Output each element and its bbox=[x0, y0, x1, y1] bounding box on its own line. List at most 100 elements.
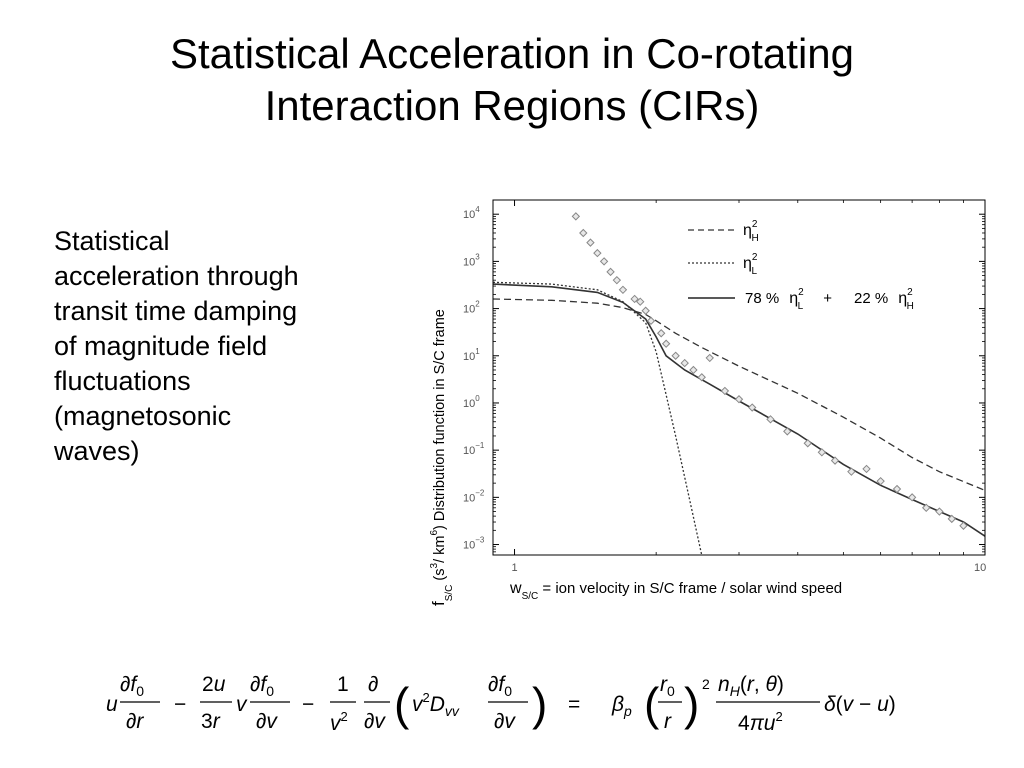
svg-text:∂v: ∂v bbox=[494, 710, 516, 733]
data-point-diamond bbox=[641, 306, 650, 315]
data-point-diamond bbox=[606, 267, 615, 277]
x-label-rest: = ion velocity in S/C frame / solar wind… bbox=[538, 580, 842, 597]
svg-text:r: r bbox=[664, 710, 672, 733]
data-point-diamond bbox=[907, 493, 917, 502]
data-point-diamond bbox=[671, 351, 680, 360]
data-point-diamond bbox=[571, 212, 581, 221]
y-label-open: (s bbox=[432, 568, 448, 584]
title-line-2: Interaction Regions (CIRs) bbox=[264, 82, 760, 129]
svg-text:∂f0: ∂f0 bbox=[250, 673, 274, 699]
data-point-diamond bbox=[618, 285, 628, 295]
data-point-diamond bbox=[947, 514, 957, 524]
x-label-sub: S/C bbox=[522, 591, 539, 602]
series-line-solid bbox=[492, 283, 986, 537]
svg-text:1: 1 bbox=[337, 673, 349, 696]
y-tick-label: 10−1 bbox=[463, 441, 485, 457]
data-point-diamond bbox=[680, 358, 689, 368]
data-point-diamond bbox=[697, 373, 706, 382]
svg-text:3r: 3r bbox=[201, 710, 221, 733]
data-point-diamond bbox=[720, 386, 730, 396]
svg-text:∂v: ∂v bbox=[256, 710, 278, 733]
data-point-diamond bbox=[766, 415, 775, 424]
y-tick-label: 101 bbox=[463, 347, 480, 363]
svg-text:): ) bbox=[684, 678, 699, 730]
svg-text:∂f0: ∂f0 bbox=[488, 673, 512, 699]
data-point-diamond bbox=[747, 403, 757, 412]
svg-text:v2Dvv: v2Dvv bbox=[412, 690, 460, 719]
svg-text:∂r: ∂r bbox=[126, 710, 144, 733]
title-line-1: Statistical Acceleration in Co-rotating bbox=[170, 30, 854, 77]
legend-label-eta-l: η2 L bbox=[743, 252, 758, 277]
body-line-2: acceleration through bbox=[54, 261, 299, 291]
data-point-diamond bbox=[803, 439, 812, 448]
chart-legend: η2 H η2 L 78 % η2 L +22 % η2 H bbox=[688, 219, 914, 312]
svg-text:): ) bbox=[532, 678, 547, 730]
svg-text:v: v bbox=[236, 693, 248, 716]
y-label-main: f bbox=[429, 601, 448, 606]
svg-text:=: = bbox=[568, 693, 580, 716]
svg-text:βp: βp bbox=[611, 693, 632, 719]
series-line-dashed bbox=[492, 298, 986, 492]
data-point-diamond bbox=[830, 456, 840, 465]
svg-text:4πu2: 4πu2 bbox=[738, 709, 783, 735]
svg-text:nH(r, θ): nH(r, θ) bbox=[718, 673, 784, 699]
data-point-diamond bbox=[689, 365, 698, 375]
data-point-diamond bbox=[847, 467, 856, 476]
legend-label-mix: 78 % η2 L +22 % η2 H bbox=[745, 287, 914, 312]
x-axis-label: wS/C = ion velocity in S/C frame / solar… bbox=[509, 580, 842, 602]
svg-text:δ(v − u): δ(v − u) bbox=[824, 693, 896, 716]
data-point-diamond bbox=[593, 248, 602, 258]
svg-text:2: 2 bbox=[702, 676, 710, 692]
data-point-diamond bbox=[612, 275, 622, 285]
x-tick-label: 1 bbox=[512, 562, 518, 574]
y-label-sub: S/C bbox=[444, 585, 455, 602]
distribution-chart: 10−3 10−2 10−1 100 101 102 103 104 1 10 fS/C (s3/… bbox=[415, 168, 995, 618]
y-tick-label: 102 bbox=[463, 300, 480, 316]
data-point-diamond bbox=[586, 238, 595, 247]
data-point-diamond bbox=[734, 395, 744, 404]
svg-text:∂v: ∂v bbox=[364, 710, 386, 733]
svg-text:v2: v2 bbox=[330, 709, 348, 735]
y-tick-label: 10−3 bbox=[463, 536, 485, 552]
svg-text:2u: 2u bbox=[202, 673, 226, 696]
data-point-diamond bbox=[876, 476, 885, 486]
svg-text:(: ( bbox=[644, 678, 660, 730]
y-label-mid: / km bbox=[432, 536, 448, 563]
series-line-dotted bbox=[492, 281, 703, 556]
body-line-5: fluctuations bbox=[54, 366, 191, 396]
data-point-diamond bbox=[661, 339, 671, 348]
body-line-6: (magnetosonic bbox=[54, 401, 232, 431]
svg-text:r0: r0 bbox=[660, 673, 675, 699]
data-point-diamond bbox=[646, 316, 656, 326]
svg-text:(: ( bbox=[394, 678, 410, 730]
y-label-rest: ) Distribution function in S/C frame bbox=[432, 309, 448, 530]
data-point-diamond bbox=[817, 448, 827, 457]
svg-text:∂f0: ∂f0 bbox=[120, 673, 144, 699]
data-point-diamond bbox=[636, 297, 645, 306]
body-line-3: transit time damping bbox=[54, 296, 298, 326]
data-point-diamond bbox=[705, 353, 714, 363]
x-tick-label: 10 bbox=[974, 562, 986, 574]
body-line-7: waves) bbox=[54, 436, 140, 466]
y-tick-label: 104 bbox=[463, 205, 480, 221]
y-label-sup2: 6 bbox=[429, 530, 440, 536]
data-point-diamond bbox=[959, 521, 968, 530]
legend-label-eta-h: η2 H bbox=[743, 219, 759, 244]
eq-u: u bbox=[106, 693, 118, 716]
body-line-4: of magnitude field bbox=[54, 331, 268, 361]
data-point-diamond bbox=[862, 464, 871, 474]
y-tick-label: 100 bbox=[463, 394, 480, 410]
x-label-main: w bbox=[509, 580, 522, 597]
svg-text:∂: ∂ bbox=[368, 673, 378, 696]
transport-equation: u ∂f0 ∂r − 2u 3r v ∂f0 ∂v − 1 v2 ∂ ∂v ( … bbox=[104, 662, 944, 742]
data-point-diamond bbox=[656, 329, 666, 338]
svg-text:−: − bbox=[174, 693, 186, 716]
y-label-sup1: 3 bbox=[429, 562, 440, 568]
slide-title: Statistical Acceleration in Co-rotating … bbox=[40, 28, 984, 132]
body-line-1: Statistical bbox=[54, 226, 170, 256]
data-point-diamond bbox=[599, 257, 609, 266]
y-tick-label: 10−2 bbox=[463, 488, 485, 504]
data-point-diamond bbox=[579, 228, 588, 238]
data-point-diamond bbox=[892, 484, 902, 494]
